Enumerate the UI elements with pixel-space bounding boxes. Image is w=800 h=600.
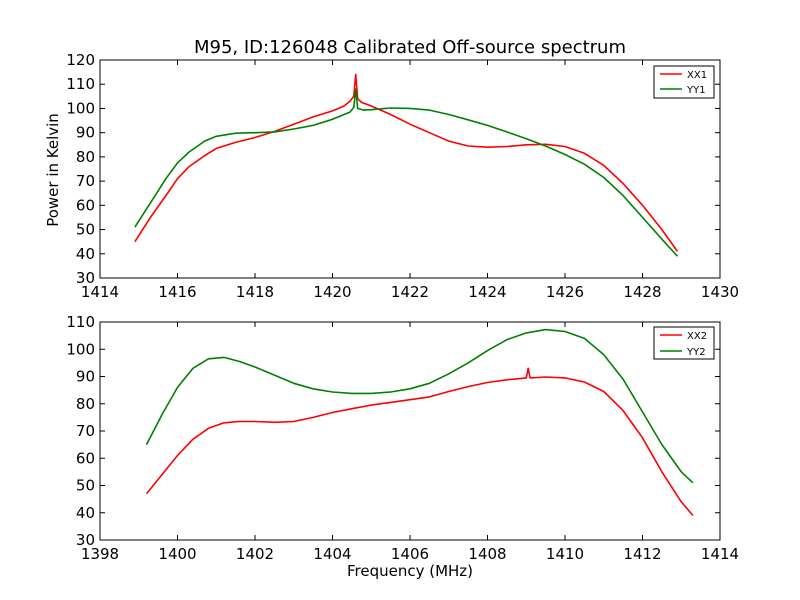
x-tick-label: 1422 [391,283,429,301]
x-tick-label: 1404 [313,545,351,563]
x-tick-label: 1400 [158,545,196,563]
x-tick-label: 1412 [623,545,661,563]
x-tick-label: 1398 [81,545,119,563]
y-tick-label: 110 [66,313,95,331]
legend-label-yy1: YY1 [686,85,706,96]
x-tick-label: 1416 [158,283,196,301]
y-tick-label: 100 [66,99,95,117]
bottom-legend: XX2 YY2 [653,326,715,360]
x-tick-label: 1408 [468,545,506,563]
y-tick-label: 30 [76,531,95,549]
x-tick-label: 1410 [546,545,584,563]
x-tick-label: 1418 [236,283,274,301]
series-line-xx1 [134,73,679,252]
y-tick-label: 110 [66,75,95,93]
chart-title: M95, ID:126048 Calibrated Off-source spe… [194,37,626,58]
x-tick-label: 1424 [468,283,506,301]
y-axis-label: Power in Kelvin [44,113,62,227]
y-tick-label: 50 [76,221,95,239]
top-spectrum-plot: M95, ID:126048 Calibrated Off-source spe… [44,37,739,301]
x-tick-label: 1414 [81,283,119,301]
x-tick-label: 1420 [313,283,351,301]
series-line-yy1 [134,88,678,257]
bottom-plot-frame [99,321,721,541]
series-line-xx2 [145,367,694,517]
top-ticks: 1414 1416 1418 1420 1422 1424 1426 1428 1430 30 40… [66,51,739,301]
series-line-yy2 [145,328,694,484]
y-tick-label: 80 [76,148,95,166]
y-tick-label: 100 [66,340,95,358]
x-tick-label: 1406 [391,545,429,563]
legend-box [653,65,715,99]
y-tick-label: 40 [76,504,95,522]
y-tick-label: 80 [76,395,95,413]
y-tick-label: 70 [76,422,95,440]
legend-label-yy2: YY2 [686,347,706,358]
x-tick-label: 1428 [623,283,661,301]
bottom-ticks: 1398 1400 1402 1404 1406 1408 1410 1412 1414 30 40… [66,313,739,563]
y-tick-label: 120 [66,51,95,69]
top-series-layer [134,73,679,257]
legend-label-xx1: XX1 [687,70,707,81]
x-tick-label: 1426 [546,283,584,301]
x-tick-label: 1414 [701,545,739,563]
y-tick-label: 90 [76,124,95,142]
y-tick-label: 50 [76,477,95,495]
bottom-spectrum-plot: Frequency (MHz) 1398 1400 1402 1404 1406 1408… [66,313,739,580]
legend-box [653,326,715,360]
x-axis-label: Frequency (MHz) [347,562,473,580]
legend-label-xx2: XX2 [687,331,707,342]
y-tick-label: 70 [76,172,95,190]
bottom-series-layer [145,328,694,517]
top-legend: XX1 YY1 [653,65,715,99]
y-tick-label: 40 [76,245,95,263]
y-tick-label: 90 [76,368,95,386]
x-tick-label: 1430 [701,283,739,301]
top-plot-frame [99,59,721,279]
y-tick-label: 30 [76,269,95,287]
y-tick-label: 60 [76,449,95,467]
x-tick-label: 1402 [236,545,274,563]
y-tick-label: 60 [76,196,95,214]
